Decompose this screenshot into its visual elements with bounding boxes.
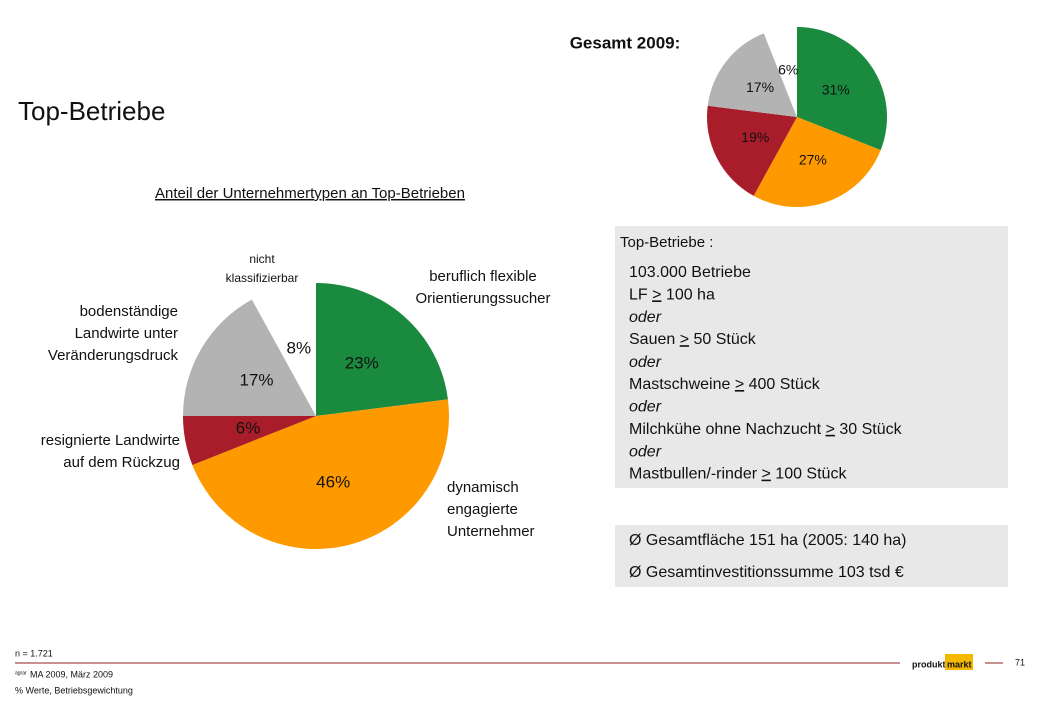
note: % Werte, Betriebsgewichtung (15, 685, 133, 695)
criteria-line: oder (629, 443, 662, 460)
value-label: 6% (236, 418, 261, 437)
value-label: 17% (239, 370, 273, 389)
pie-slice (316, 283, 448, 416)
source-prefix: agrar (15, 670, 27, 676)
value-label: 27% (799, 152, 827, 168)
pie-slice (192, 399, 449, 549)
value-label: 6% (778, 62, 798, 78)
value-label: 31% (822, 81, 850, 97)
criteria-line: oder (629, 354, 662, 371)
value-label: 17% (746, 79, 774, 95)
page-number: 71 (1015, 657, 1025, 667)
value-label: 8% (287, 338, 312, 357)
category-label: Landwirte unter (75, 325, 178, 342)
category-label: Orientierungssucher (415, 290, 550, 307)
value-label: 46% (316, 472, 350, 491)
criteria-line: Mastbullen/-rinder > 100 Stück (629, 466, 847, 483)
criteria-line: Mastschweine > 400 Stück (629, 376, 821, 393)
category-label: beruflich flexible (429, 268, 537, 285)
criteria-box (615, 226, 1008, 488)
category-label: Unternehmer (447, 523, 535, 540)
category-label: nicht (249, 252, 275, 266)
value-label: 23% (345, 354, 379, 373)
category-label: klassifizierbar (226, 271, 299, 285)
pie-slice (763, 27, 797, 117)
criteria-line: oder (629, 399, 662, 416)
logo: markt (947, 659, 972, 669)
page-title: Top-Betriebe (18, 96, 165, 126)
criteria-line: 103.000 Betriebe (629, 264, 751, 281)
pie-slice (753, 117, 881, 207)
pie-slice (707, 105, 797, 196)
pie-slice (251, 283, 316, 416)
pie-slice (183, 416, 316, 465)
sample-size: n = 1.721 (15, 648, 53, 658)
stats-line: Ø Gesamtfläche 151 ha (2005: 140 ha) (629, 532, 907, 549)
criteria-line: Sauen > 50 Stück (629, 331, 757, 348)
criteria-line: oder (629, 309, 662, 326)
stats-line: Ø Gesamtinvestitionssumme 103 tsd € (629, 564, 904, 581)
logo: produkt (912, 659, 946, 669)
pie-slice (183, 299, 316, 416)
value-label: 19% (741, 129, 769, 145)
category-label: engagierte (447, 501, 518, 518)
logo-box (945, 654, 973, 670)
box-heading: Top-Betriebe : (620, 234, 713, 251)
category-label: Veränderungsdruck (48, 347, 179, 364)
criteria-line: Milchkühe ohne Nachzucht > 30 Stück (629, 421, 903, 438)
stats-box (615, 525, 1008, 587)
category-label: dynamisch (447, 479, 519, 496)
pie-slice (707, 33, 797, 118)
category-label: resignierte Landwirte (41, 432, 180, 449)
pie-slice (797, 27, 888, 151)
category-label: bodenständige (80, 303, 178, 320)
criteria-line: LF > 100 ha (629, 287, 715, 304)
chart-title: Gesamt 2009: (570, 33, 681, 52)
source: MA 2009, März 2009 (30, 669, 113, 679)
chart-title: Anteil der Unternehmertypen an Top-Betri… (155, 185, 465, 202)
category-label: auf dem Rückzug (63, 454, 180, 471)
